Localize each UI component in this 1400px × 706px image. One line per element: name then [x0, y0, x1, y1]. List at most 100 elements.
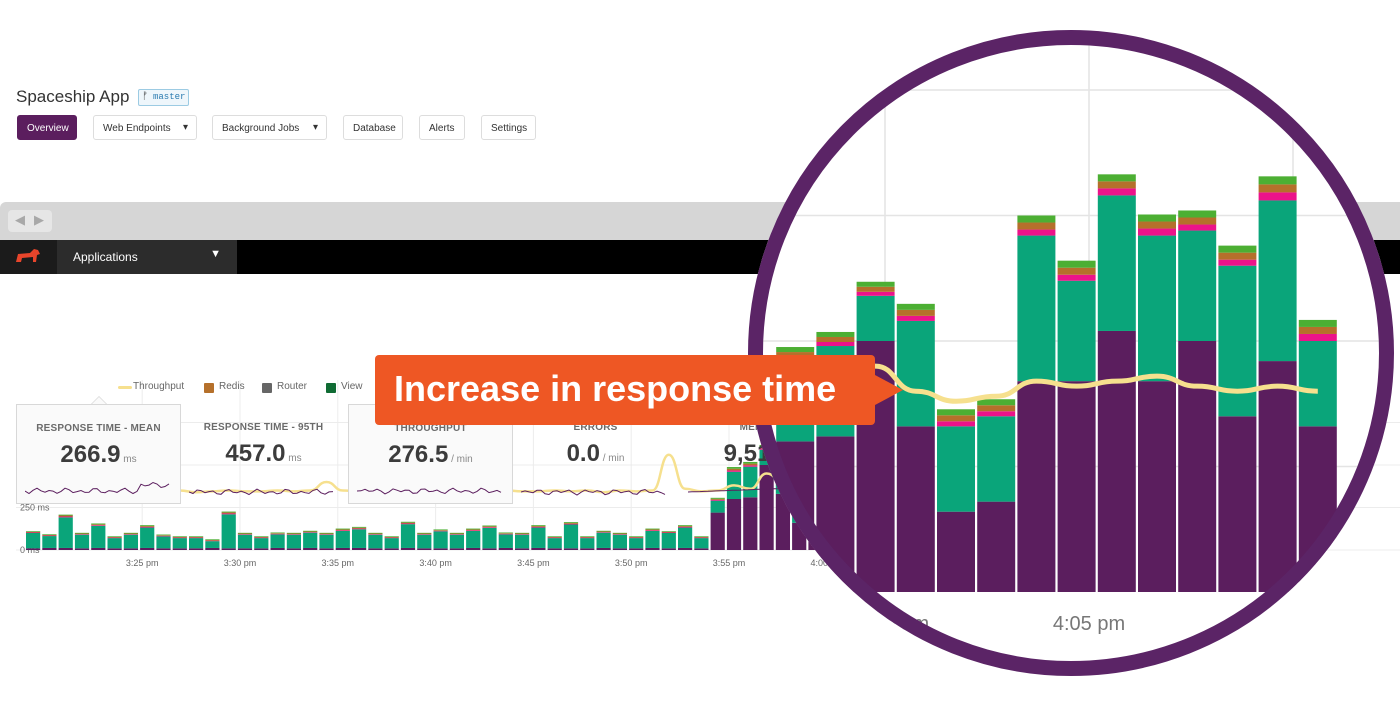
bar-segment	[661, 531, 676, 533]
logo[interactable]	[0, 240, 57, 274]
bar-segment	[384, 536, 399, 537]
bar-segment	[254, 548, 269, 550]
bar-segment	[91, 524, 106, 526]
metric-unit: / min	[448, 454, 473, 465]
bar-segment	[466, 530, 481, 531]
legend-label: View	[341, 381, 363, 392]
bar-segment	[417, 548, 432, 550]
bar-segment	[352, 526, 367, 528]
bar-segment	[645, 547, 660, 550]
branch-badge[interactable]: ᚠ master	[138, 89, 190, 106]
bar-segment	[172, 537, 187, 539]
bar-segment	[156, 534, 171, 536]
bar-segment	[319, 533, 334, 535]
x-tick-label: 3:40 pm	[419, 558, 452, 568]
bar-segment	[482, 527, 497, 549]
bar-segment	[335, 530, 350, 531]
sparkline	[357, 487, 502, 495]
bar-segment	[189, 548, 204, 550]
bar-segment	[449, 532, 464, 534]
applications-dropdown[interactable]: Applications ▼	[57, 240, 237, 274]
bar-segment	[580, 537, 595, 539]
bar-segment	[629, 537, 644, 539]
bar-segment	[661, 532, 676, 533]
bar-segment	[254, 536, 269, 537]
metric-card[interactable]: RESPONSE TIME - MEAN 266.9 ms	[16, 404, 181, 504]
bar-segment	[629, 536, 644, 538]
bar-segment	[482, 548, 497, 550]
bar-segment	[58, 514, 73, 516]
bar-segment	[596, 530, 611, 532]
bar-segment	[400, 524, 416, 548]
bar-segment	[612, 534, 627, 535]
bar-segment	[678, 547, 693, 550]
bar-segment	[694, 548, 709, 550]
bar-segment	[270, 534, 285, 548]
bar-segment	[547, 537, 562, 539]
bar-segment	[172, 536, 187, 538]
tab-settings[interactable]: Settings	[481, 115, 536, 140]
bar-segment	[498, 547, 513, 550]
metric-title: ERRORS	[573, 422, 618, 433]
bar-segment	[384, 537, 399, 539]
bar-segment	[563, 522, 579, 523]
bar-segment	[319, 532, 334, 534]
forward-arrow-icon[interactable]: ▶	[34, 212, 44, 227]
bar-segment	[580, 536, 595, 538]
bar-segment	[417, 534, 432, 549]
metric-card[interactable]: ERRORS 0.0 / min	[513, 404, 678, 504]
bar-segment	[596, 532, 611, 548]
sparkline-path	[521, 488, 666, 496]
bar-segment	[726, 468, 742, 471]
bar-segment	[26, 531, 41, 532]
bar-segment	[74, 534, 90, 535]
tab-web-endpoints[interactable]: Web Endpoints ▾	[93, 115, 197, 140]
metric-unit: / min	[599, 453, 625, 464]
sparkline-path	[25, 481, 170, 495]
back-arrow-icon[interactable]: ◀	[15, 212, 25, 227]
bar-segment	[254, 538, 269, 549]
bar-segment	[91, 523, 106, 525]
bar-segment	[270, 532, 285, 534]
tab-alerts[interactable]: Alerts	[419, 115, 465, 140]
tab-label: Background Jobs	[222, 123, 300, 134]
bar-segment	[205, 539, 220, 540]
applications-label: Applications	[73, 250, 138, 264]
bar-segment	[140, 547, 155, 550]
bar-segment	[417, 534, 432, 535]
metric-number: 276.5	[388, 441, 449, 468]
bar-segment	[417, 532, 432, 534]
bar-segment	[156, 535, 171, 537]
tab-database[interactable]: Database	[343, 115, 403, 140]
sparkline	[189, 488, 334, 496]
tab-overview[interactable]: Overview	[17, 115, 77, 140]
bar-segment	[352, 547, 367, 550]
tab-background-jobs[interactable]: Background Jobs ▾	[212, 115, 327, 140]
bar-segment	[678, 526, 693, 528]
bar-segment	[74, 533, 90, 535]
card-pointer	[91, 396, 107, 404]
bar-segment	[515, 534, 530, 535]
bar-segment	[531, 526, 546, 527]
bar-segment	[352, 528, 367, 530]
bar-segment	[368, 534, 383, 549]
chevron-down-icon: ▾	[182, 122, 188, 133]
bar-segment	[645, 530, 660, 531]
bar-segment	[449, 534, 464, 549]
bar-segment	[172, 536, 187, 537]
bar-segment	[466, 529, 481, 531]
bar-segment	[726, 499, 742, 550]
bar-segment	[42, 547, 57, 550]
sparkline	[521, 488, 666, 496]
metric-card[interactable]: RESPONSE TIME - 95TH 457.0 ms	[181, 404, 346, 504]
bar-segment	[417, 533, 432, 535]
app-title: Spaceship App	[16, 87, 130, 106]
legend-swatch	[326, 383, 336, 393]
bar-segment	[123, 548, 138, 550]
bar-segment	[580, 548, 595, 550]
metric-number: 266.9	[60, 441, 121, 468]
metric-number: 457.0	[225, 440, 286, 467]
bar-segment	[303, 532, 318, 533]
bar-segment	[629, 538, 644, 549]
bar-segment	[286, 532, 301, 534]
